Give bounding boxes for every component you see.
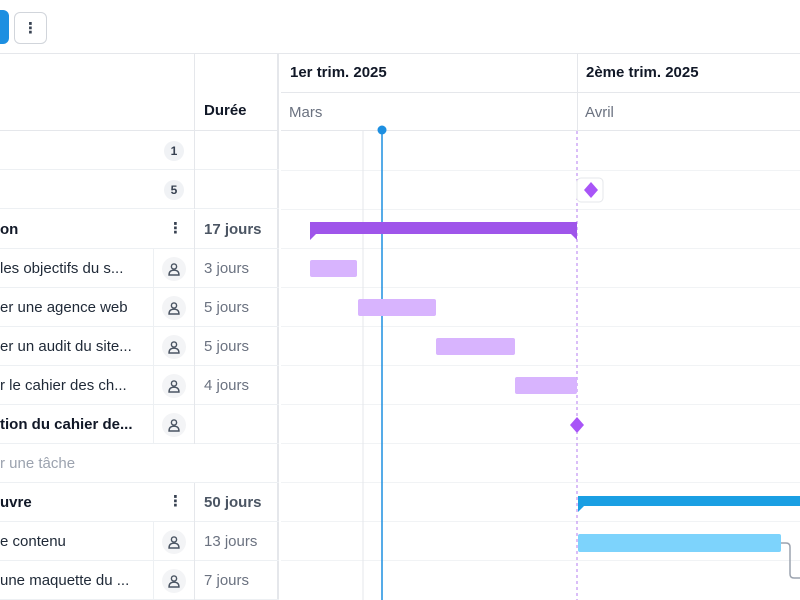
user-icon[interactable] bbox=[162, 413, 186, 437]
vertical-dots-icon[interactable]: ⋮ bbox=[168, 220, 183, 237]
vertical-dots-icon: ⋮ bbox=[23, 20, 38, 37]
task-row[interactable]: e contenu 13 jours bbox=[0, 522, 279, 561]
month-header-avril: Avril bbox=[577, 93, 800, 131]
task-duration: 17 jours bbox=[204, 221, 262, 238]
vertical-dots-icon[interactable]: ⋮ bbox=[168, 493, 183, 510]
gantt-grid: Durée 1 5 on ⋮ 17 jours les objectifs du… bbox=[0, 54, 800, 600]
group-bar-blue[interactable] bbox=[578, 496, 800, 512]
primary-action-button[interactable] bbox=[0, 10, 9, 44]
task-bar[interactable] bbox=[578, 534, 781, 552]
task-bar[interactable] bbox=[358, 299, 436, 316]
more-options-button[interactable]: ⋮ bbox=[14, 12, 47, 44]
task-bar[interactable] bbox=[515, 377, 577, 394]
task-duration: 3 jours bbox=[204, 260, 250, 277]
timeline-panel: 1er trim. 2025 2ème trim. 2025 Mars Avri… bbox=[281, 54, 800, 600]
diamond-icon[interactable] bbox=[584, 182, 598, 198]
task-row[interactable]: 1 bbox=[0, 131, 279, 170]
task-row[interactable]: r le cahier des ch... 4 jours bbox=[0, 366, 279, 405]
task-duration: 50 jours bbox=[204, 494, 262, 511]
task-group-name[interactable]: uvre bbox=[0, 494, 32, 511]
task-row[interactable]: une maquette du ... 7 jours bbox=[0, 561, 279, 600]
task-list-panel: Durée 1 5 on ⋮ 17 jours les objectifs du… bbox=[0, 54, 279, 600]
month-header-mars: Mars bbox=[281, 93, 577, 131]
task-name[interactable]: r le cahier des ch... bbox=[0, 377, 127, 394]
task-row[interactable]: er une agence web 5 jours bbox=[0, 288, 279, 327]
user-icon[interactable] bbox=[162, 374, 186, 398]
gantt-bars bbox=[310, 125, 800, 600]
task-list-header: Durée bbox=[0, 54, 279, 131]
user-icon[interactable] bbox=[162, 296, 186, 320]
user-icon[interactable] bbox=[162, 335, 186, 359]
diamond-icon[interactable] bbox=[570, 417, 584, 433]
task-duration: 13 jours bbox=[204, 533, 258, 550]
dependency-connector bbox=[781, 542, 800, 579]
quarter-header-q1: 1er trim. 2025 bbox=[281, 54, 577, 93]
group-bar-purple[interactable] bbox=[310, 222, 577, 240]
count-badge: 1 bbox=[164, 141, 184, 161]
user-icon[interactable] bbox=[162, 569, 186, 593]
add-task-placeholder[interactable]: r une tâche bbox=[0, 455, 76, 472]
task-duration: 5 jours bbox=[204, 299, 250, 316]
task-name[interactable]: les objectifs du s... bbox=[0, 260, 124, 277]
quarter-header-q2: 2ème trim. 2025 bbox=[577, 54, 800, 93]
toolbar: ⋮ bbox=[0, 0, 800, 54]
duration-column-header[interactable]: Durée bbox=[204, 102, 247, 119]
task-row[interactable]: 5 bbox=[0, 170, 279, 209]
task-row[interactable]: les objectifs du s... 3 jours bbox=[0, 249, 279, 288]
today-marker bbox=[377, 125, 387, 135]
task-group-row[interactable]: uvre ⋮ 50 jours bbox=[0, 483, 279, 522]
task-duration: 7 jours bbox=[204, 572, 250, 589]
task-group-name[interactable]: on bbox=[0, 221, 19, 238]
task-name[interactable]: er une agence web bbox=[0, 299, 128, 316]
task-name[interactable]: er un audit du site... bbox=[0, 338, 132, 355]
task-name[interactable]: une maquette du ... bbox=[0, 572, 130, 589]
task-bar[interactable] bbox=[310, 260, 357, 277]
user-icon[interactable] bbox=[162, 257, 186, 281]
task-duration: 4 jours bbox=[204, 377, 250, 394]
task-bar[interactable] bbox=[436, 338, 515, 355]
task-row[interactable]: er un audit du site... 5 jours bbox=[0, 327, 279, 366]
milestone-name[interactable]: tion du cahier de... bbox=[0, 416, 133, 433]
task-name[interactable]: e contenu bbox=[0, 533, 66, 550]
add-task-row[interactable]: r une tâche bbox=[0, 444, 279, 483]
count-badge: 5 bbox=[164, 180, 184, 200]
user-icon[interactable] bbox=[162, 530, 186, 554]
task-duration: 5 jours bbox=[204, 338, 250, 355]
milestone-row[interactable]: tion du cahier de... bbox=[0, 405, 279, 444]
task-group-row[interactable]: on ⋮ 17 jours bbox=[0, 210, 279, 249]
